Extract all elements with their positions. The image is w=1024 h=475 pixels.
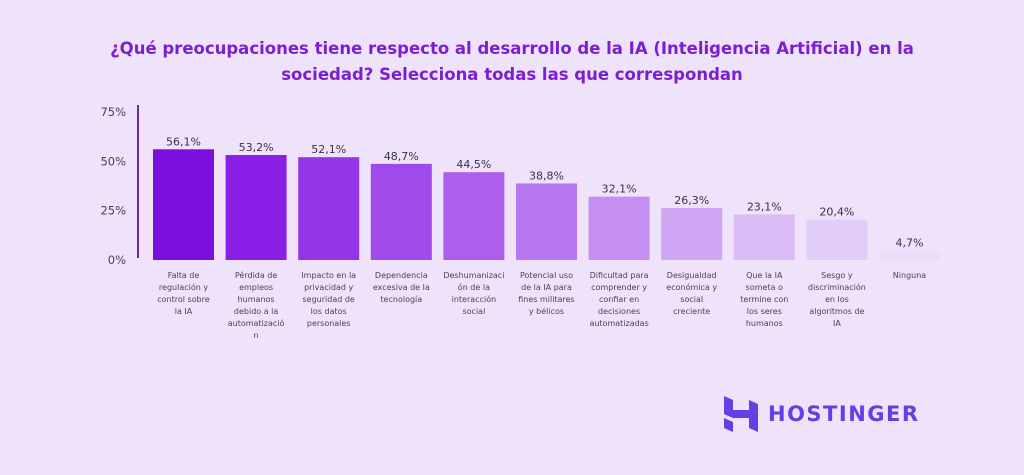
bar	[516, 183, 577, 260]
data-label: 52,1%	[311, 143, 346, 156]
x-tick-label: Pérdida de empleos humanos debido a la a…	[227, 271, 285, 340]
data-label: 56,1%	[166, 135, 201, 148]
x-tick-label: Sesgo y discriminación en los algoritmos…	[807, 271, 866, 328]
hostinger-logo: HOSTINGER	[724, 396, 920, 432]
x-tick-label: Ninguna	[892, 271, 927, 280]
bar	[588, 196, 650, 260]
bar	[153, 149, 214, 260]
data-label: 44,5%	[456, 158, 491, 171]
bar	[733, 214, 795, 260]
data-label: 20,4%	[819, 206, 854, 219]
y-tick-label: 25%	[100, 204, 126, 218]
bar	[225, 155, 287, 260]
y-tick-label: 75%	[100, 105, 126, 119]
bar	[298, 157, 360, 260]
x-tick-label: Dificultad para comprender y confiar en …	[589, 271, 649, 328]
data-label: 23,1%	[747, 200, 782, 213]
chart-title: ¿Qué preocupaciones tiene respecto al de…	[100, 36, 924, 88]
data-label: 38,8%	[529, 169, 564, 182]
bar	[443, 172, 505, 260]
hostinger-h-icon	[724, 396, 758, 432]
bar	[879, 250, 940, 260]
data-label: 32,1%	[602, 183, 637, 196]
bar	[806, 219, 868, 260]
bar	[370, 163, 432, 260]
x-tick-label: Deshumanizaci ón de la interacción socia…	[443, 271, 505, 316]
x-tick-label: Dependencia excesiva de la tecnología	[372, 271, 430, 304]
y-tick-label: 50%	[100, 154, 126, 168]
title-line-1: ¿Qué preocupaciones tiene respecto al de…	[110, 39, 914, 58]
x-tick-label: Impacto en la privacidad y seguridad de …	[301, 271, 357, 328]
title-line-2: sociedad? Selecciona todas las que corre…	[281, 65, 743, 84]
data-label: 53,2%	[239, 141, 274, 154]
data-label: 26,3%	[674, 194, 709, 207]
x-tick-label: Desigualdad económica y social creciente	[666, 271, 718, 316]
bar	[661, 208, 723, 260]
x-tick-label: Potencial uso de la IA para fines milita…	[518, 271, 575, 316]
data-label: 48,7%	[384, 150, 419, 163]
y-tick-label: 0%	[108, 253, 126, 267]
data-label: 4,7%	[896, 237, 924, 250]
brand-name: HOSTINGER	[768, 402, 920, 426]
x-tick-label: Falta de regulación y control sobre la I…	[157, 271, 210, 316]
x-tick-label: Que la IA someta o termine con los seres…	[740, 271, 789, 328]
